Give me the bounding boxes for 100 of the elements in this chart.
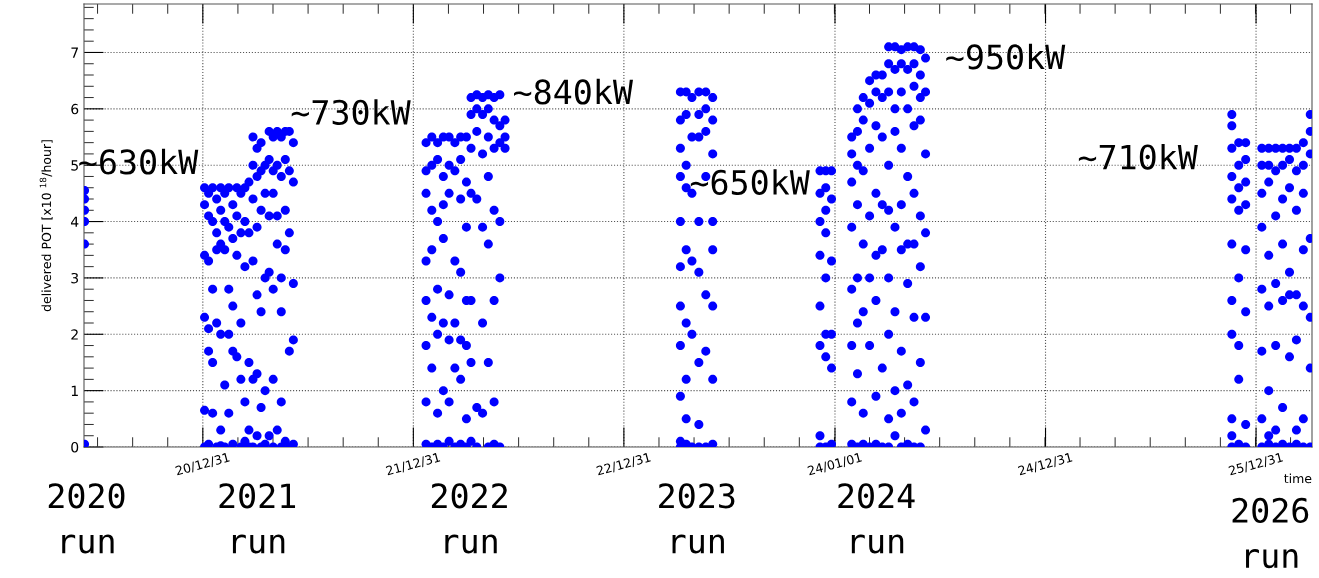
point (1227, 295, 1237, 305)
point (675, 217, 685, 227)
point (1298, 245, 1308, 255)
point (675, 262, 685, 272)
annotation: ~710kW (1078, 143, 1198, 170)
text: 2024 run (838, 483, 915, 554)
point (1264, 301, 1274, 311)
point (815, 217, 825, 227)
text: 2026 run (1232, 497, 1309, 569)
point (681, 160, 691, 170)
point (1264, 386, 1274, 396)
point (701, 104, 711, 114)
point (1227, 143, 1237, 153)
point (821, 205, 831, 215)
y-tick-label: 0 (71, 441, 79, 453)
y-tick-label: 5 (71, 160, 78, 171)
point (1264, 160, 1274, 170)
y-tick-label: 4 (70, 216, 79, 227)
point (821, 352, 831, 362)
point (675, 341, 685, 351)
y-axis-title: delivered POT [x10 $^{18}$/hour] (39, 140, 53, 312)
point (1298, 138, 1308, 148)
point (681, 414, 691, 424)
point (827, 329, 837, 339)
point (694, 217, 704, 227)
y-tick-label: 6 (71, 103, 79, 115)
y-tick-label: 3 (71, 272, 79, 284)
point (1234, 341, 1244, 351)
point (1264, 431, 1274, 441)
point (1271, 425, 1281, 435)
point (1234, 160, 1244, 170)
point (1285, 155, 1295, 165)
point (1291, 425, 1301, 435)
point (675, 115, 685, 125)
point (681, 318, 691, 328)
annotation: ~630kW (79, 148, 199, 175)
point (1241, 245, 1251, 255)
point (1227, 239, 1237, 249)
point (681, 245, 691, 255)
point (1227, 121, 1237, 131)
point (1298, 188, 1308, 198)
y-tick-label: 2 (71, 329, 78, 340)
point (675, 391, 685, 401)
point (1264, 250, 1274, 260)
point (1227, 109, 1237, 119)
text: 2020 run (48, 483, 125, 554)
point (1271, 166, 1281, 176)
point (694, 267, 704, 277)
text: 2022 run (431, 483, 507, 554)
point (1291, 166, 1301, 176)
point (1278, 295, 1288, 305)
point (687, 93, 697, 103)
point (1264, 439, 1274, 447)
y-tick-label: 1 (71, 385, 78, 396)
point (681, 109, 691, 119)
point (708, 374, 718, 384)
text: 2021 run (219, 483, 296, 554)
point (1257, 414, 1267, 424)
annotation: ~730kW (291, 99, 411, 125)
point (1227, 431, 1237, 441)
point (1241, 419, 1251, 429)
text: 2023 run (659, 483, 735, 554)
annotation: ~650kW (690, 169, 810, 195)
point (708, 149, 718, 159)
point (681, 183, 691, 193)
point (815, 431, 825, 441)
point (1285, 267, 1295, 277)
point (1298, 301, 1308, 311)
point (1291, 205, 1301, 215)
point (821, 183, 831, 193)
point (694, 109, 704, 119)
point (1285, 183, 1295, 193)
point (827, 256, 837, 266)
point (1241, 307, 1251, 317)
point (687, 329, 697, 339)
point (1234, 273, 1244, 283)
point (1257, 188, 1267, 198)
point (681, 374, 691, 384)
point (1241, 177, 1251, 187)
point (1278, 239, 1288, 249)
point (1227, 329, 1237, 339)
point (694, 357, 704, 367)
point (1227, 194, 1237, 204)
point (694, 419, 704, 429)
annotation: ~840kW (514, 78, 633, 105)
point (1241, 138, 1251, 148)
point (815, 301, 825, 311)
point (1241, 155, 1251, 165)
point (675, 301, 685, 311)
point (708, 245, 718, 255)
point (1241, 200, 1251, 210)
point (827, 194, 837, 204)
point (694, 132, 704, 142)
point (1264, 177, 1274, 187)
point (1257, 284, 1267, 294)
point (1271, 341, 1281, 351)
point (1227, 414, 1237, 424)
x-axis-title: time (1284, 473, 1312, 484)
point (1298, 414, 1308, 424)
point (827, 363, 837, 373)
